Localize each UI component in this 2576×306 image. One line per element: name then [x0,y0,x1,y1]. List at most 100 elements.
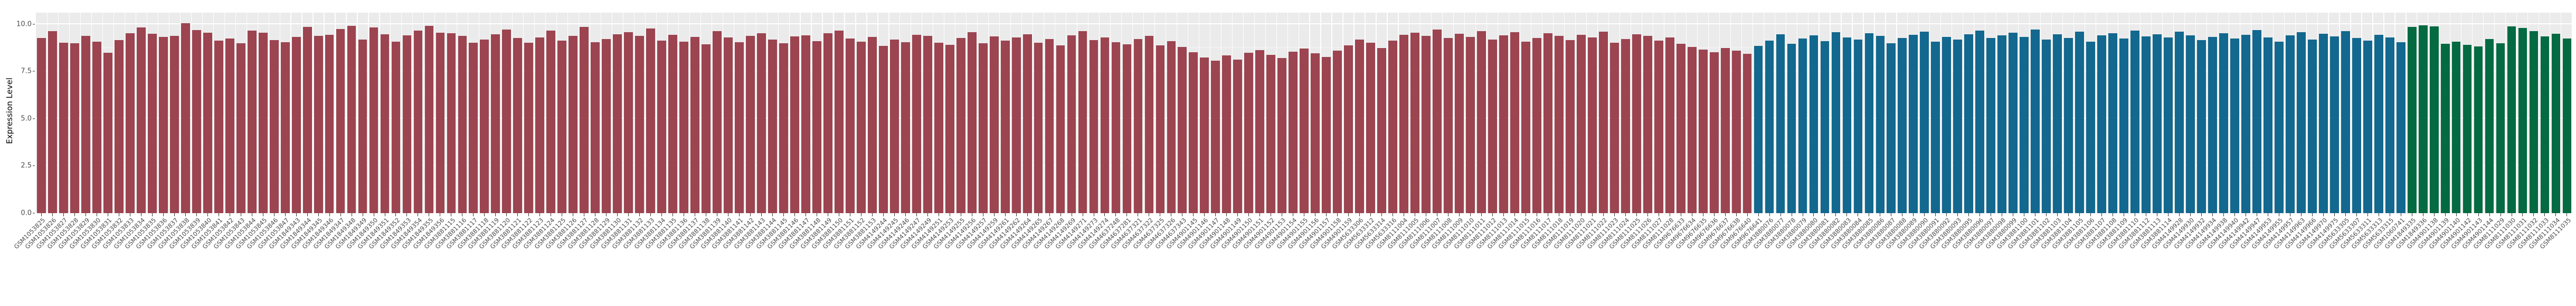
bar[interactable] [1255,50,1265,213]
bar[interactable] [2219,33,2228,213]
bar[interactable] [2042,39,2051,213]
bar[interactable] [724,37,733,213]
bar[interactable] [635,36,645,213]
bar[interactable] [2374,35,2383,213]
bar[interactable] [1000,41,1010,213]
bar[interactable] [136,27,146,213]
bar[interactable] [1045,39,1054,213]
bar[interactable] [1754,45,1763,213]
bar[interactable] [1898,37,1907,213]
bar[interactable] [2407,26,2417,213]
bar[interactable] [1011,37,1021,213]
bar[interactable] [81,35,90,213]
bar[interactable] [1200,58,1209,213]
bar[interactable] [557,41,567,213]
bar[interactable] [989,36,999,213]
bar[interactable] [2341,31,2350,213]
bar[interactable] [214,41,223,213]
bar[interactable] [1366,42,1376,213]
bar[interactable] [2208,36,2217,213]
bar[interactable] [2485,39,2494,213]
bar[interactable] [291,37,301,213]
bar[interactable] [1178,47,1187,213]
bar[interactable] [1909,34,1918,213]
bar[interactable] [424,26,434,213]
bar[interactable] [2329,36,2339,213]
bar[interactable] [192,30,201,213]
bar[interactable] [203,33,212,213]
bar[interactable] [823,33,832,213]
bar[interactable] [2009,32,2018,213]
bar[interactable] [2474,46,2483,213]
bar[interactable] [779,43,788,213]
bar[interactable] [867,36,877,213]
bar[interactable] [768,39,777,213]
bar[interactable] [2540,36,2550,213]
bar[interactable] [2263,37,2272,213]
bar[interactable] [491,34,500,213]
bar[interactable] [1986,38,1996,213]
bar[interactable] [956,38,965,213]
bar[interactable] [1665,37,1674,213]
bar[interactable] [1222,55,1232,213]
bar[interactable] [2562,39,2572,213]
bar[interactable] [2175,31,2184,213]
bar[interactable] [2507,26,2516,213]
bar[interactable] [1964,34,1974,213]
bar[interactable] [236,43,245,213]
bar[interactable] [2496,43,2505,213]
bar[interactable] [302,26,312,213]
bar[interactable] [1089,40,1098,213]
bar[interactable] [2020,37,2029,213]
bar[interactable] [48,31,57,213]
bar[interactable] [1377,47,1386,213]
bar[interactable] [1056,45,1065,213]
bar[interactable] [502,29,512,213]
bar[interactable] [735,42,744,213]
bar[interactable] [269,40,279,213]
bar[interactable] [1211,61,1220,213]
bar[interactable] [1488,39,1497,213]
bar[interactable] [1632,34,1641,213]
bar[interactable] [2230,39,2239,213]
bar[interactable] [380,34,390,213]
bar[interactable] [2551,34,2561,213]
bar[interactable] [1022,34,1032,213]
bar[interactable] [2064,37,2073,213]
bar[interactable] [1399,35,1408,213]
bar[interactable] [546,31,556,213]
bar[interactable] [369,27,378,213]
bar[interactable] [1765,41,1774,213]
bar[interactable] [901,42,910,213]
bar[interactable] [325,34,334,213]
bar[interactable] [1034,42,1043,213]
bar[interactable] [535,37,545,213]
bar[interactable] [1975,31,1985,213]
bar[interactable] [2097,35,2106,213]
bar[interactable] [1676,44,1685,213]
bar[interactable] [2385,37,2394,213]
bar[interactable] [225,39,234,213]
bar[interactable] [1410,32,1419,213]
bar[interactable] [1920,31,1929,213]
bar[interactable] [967,32,977,213]
bar[interactable] [1388,41,1397,213]
bar[interactable] [447,33,456,213]
bar[interactable] [358,39,367,213]
bar[interactable] [1322,56,1331,213]
bar[interactable] [1521,41,1530,213]
bar[interactable] [2307,39,2317,213]
bar[interactable] [114,40,124,213]
bar[interactable] [1122,44,1132,213]
bar[interactable] [1133,39,1143,213]
bar[interactable] [1876,36,1885,213]
bar[interactable] [469,43,478,213]
bar[interactable] [336,28,345,213]
bar[interactable] [801,35,810,213]
bar[interactable] [834,30,844,213]
bar[interactable] [2296,32,2306,213]
bar[interactable] [1455,34,1464,213]
bar[interactable] [657,41,667,213]
bar[interactable] [480,39,489,213]
bar[interactable] [934,43,943,213]
